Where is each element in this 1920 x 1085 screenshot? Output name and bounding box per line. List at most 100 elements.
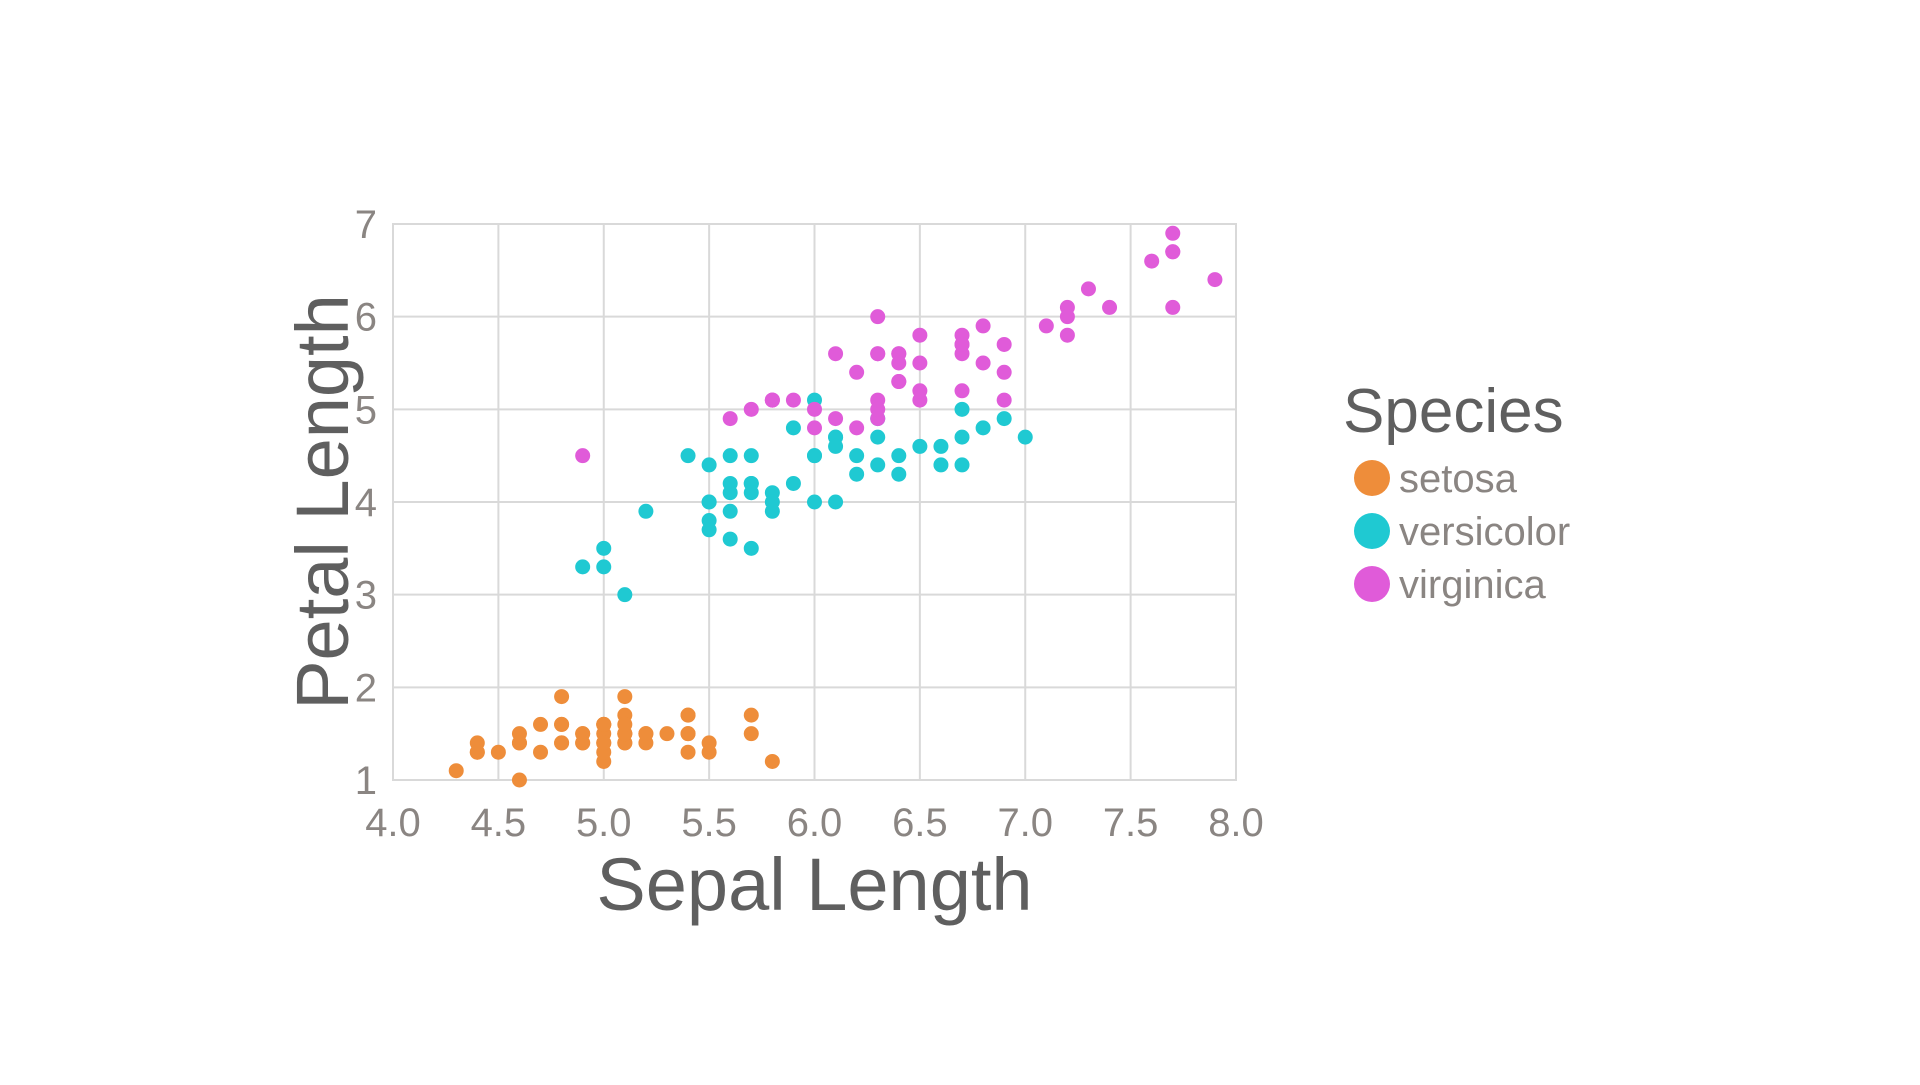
point-setosa <box>659 726 675 742</box>
point-setosa <box>554 716 570 732</box>
y-axis-title: Petal Length <box>281 294 364 710</box>
point-virginica <box>807 420 822 436</box>
point-versicolor <box>828 438 844 454</box>
point-setosa <box>743 707 759 723</box>
point-virginica <box>954 336 970 352</box>
y-tick-labels: 1 2 3 4 5 6 7 <box>355 203 377 803</box>
y-tick-label: 4 <box>355 481 377 525</box>
point-versicolor <box>954 457 970 473</box>
point-versicolor <box>638 503 654 519</box>
point-versicolor <box>701 522 717 538</box>
legend-label-versicolor: versicolor <box>1399 510 1570 554</box>
point-versicolor <box>975 420 991 436</box>
point-virginica <box>912 355 928 371</box>
legend-swatch-virginica <box>1354 566 1390 602</box>
point-setosa <box>680 726 696 742</box>
points-layer <box>448 225 1223 788</box>
point-versicolor <box>596 540 612 556</box>
point-versicolor <box>722 531 738 547</box>
point-versicolor <box>722 503 738 519</box>
x-tick-label: 7.5 <box>1103 801 1159 845</box>
point-setosa <box>511 735 527 751</box>
point-versicolor <box>849 466 865 482</box>
point-setosa <box>533 744 549 760</box>
point-virginica <box>1144 253 1160 269</box>
point-setosa <box>680 744 696 760</box>
y-tick-label: 6 <box>355 296 377 340</box>
legend-items: setosa versicolor virginica <box>1354 457 1570 607</box>
point-virginica <box>1165 244 1181 260</box>
point-versicolor <box>891 448 907 464</box>
x-tick-label: 6.5 <box>892 801 948 845</box>
point-virginica <box>828 411 844 427</box>
point-versicolor <box>1017 429 1033 445</box>
legend-swatch-setosa <box>1354 460 1390 496</box>
point-setosa <box>490 744 506 760</box>
point-versicolor <box>701 457 717 473</box>
point-virginica <box>743 401 759 417</box>
point-versicolor <box>891 466 907 482</box>
point-setosa <box>638 726 654 742</box>
point-versicolor <box>807 448 822 464</box>
point-virginica <box>1038 318 1054 334</box>
point-virginica <box>1080 281 1096 297</box>
point-virginica <box>912 327 928 343</box>
x-axis-title: Sepal Length <box>596 843 1032 926</box>
point-versicolor <box>680 448 696 464</box>
point-versicolor <box>870 457 886 473</box>
point-virginica <box>996 364 1012 380</box>
point-setosa <box>469 744 485 760</box>
point-virginica <box>975 355 991 371</box>
point-setosa <box>596 716 612 732</box>
point-virginica <box>1207 272 1223 288</box>
point-virginica <box>1059 327 1075 343</box>
point-versicolor <box>722 475 738 491</box>
y-tick-label: 2 <box>355 666 377 710</box>
x-tick-label: 5.0 <box>576 801 632 845</box>
plot-frame <box>392 223 1237 781</box>
point-setosa <box>575 735 591 751</box>
point-setosa <box>701 744 717 760</box>
point-virginica <box>975 318 991 334</box>
point-versicolor <box>933 457 949 473</box>
point-versicolor <box>617 587 633 603</box>
point-virginica <box>764 392 780 408</box>
legend-swatch-versicolor <box>1354 513 1390 549</box>
point-virginica <box>1102 299 1118 315</box>
point-setosa <box>743 726 759 742</box>
x-tick-label: 6.0 <box>787 801 843 845</box>
x-tick-label: 7.0 <box>997 801 1053 845</box>
point-virginica <box>1165 299 1181 315</box>
point-virginica <box>849 364 865 380</box>
y-tick-label: 7 <box>355 203 377 247</box>
legend-label-setosa: setosa <box>1399 457 1518 501</box>
point-virginica <box>891 374 907 390</box>
x-tick-label: 8.0 <box>1208 801 1264 845</box>
point-setosa <box>554 689 570 705</box>
point-setosa <box>680 707 696 723</box>
point-virginica <box>828 346 844 362</box>
point-versicolor <box>912 438 928 454</box>
y-tick-label: 1 <box>355 759 377 803</box>
point-virginica <box>807 401 822 417</box>
point-versicolor <box>596 559 612 575</box>
y-tick-label: 3 <box>355 574 377 618</box>
x-tick-labels: 4.0 4.5 5.0 5.5 6.0 6.5 7.0 7.5 8.0 <box>365 801 1264 845</box>
point-versicolor <box>849 448 865 464</box>
point-virginica <box>870 401 886 417</box>
legend-title: Species <box>1343 377 1564 446</box>
point-virginica <box>1059 309 1075 325</box>
x-tick-label: 4.5 <box>471 801 527 845</box>
point-setosa <box>596 735 612 751</box>
point-virginica <box>722 411 738 427</box>
point-versicolor <box>764 494 780 510</box>
point-virginica <box>1165 225 1181 241</box>
point-virginica <box>849 420 865 436</box>
legend: Species setosa versicolor virginica <box>1343 377 1570 607</box>
point-versicolor <box>870 429 886 445</box>
point-setosa <box>617 716 633 732</box>
point-versicolor <box>807 494 822 510</box>
point-setosa <box>617 689 633 705</box>
point-versicolor <box>785 420 801 436</box>
